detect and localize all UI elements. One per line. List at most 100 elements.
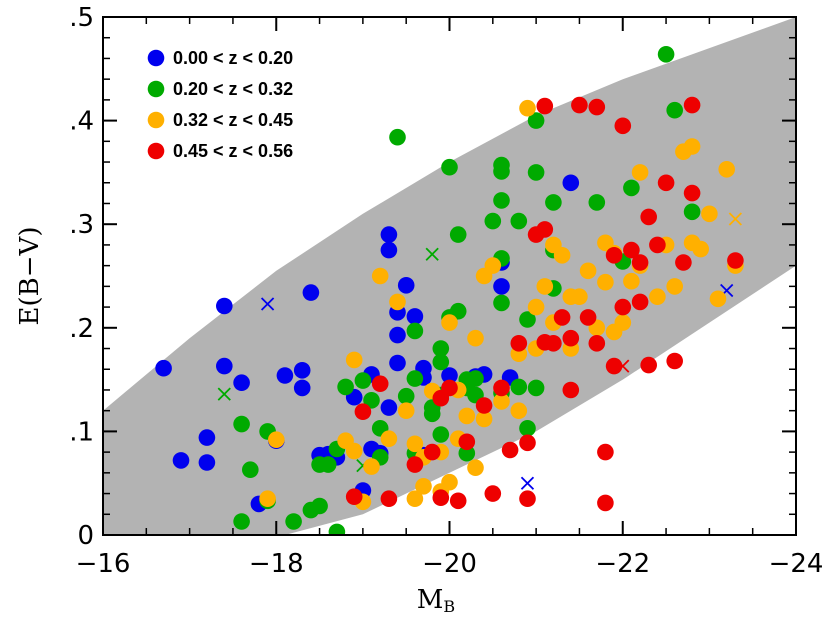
- data-point-series-2: [623, 179, 640, 197]
- y-tick-label: .5: [69, 3, 94, 33]
- data-point-series-2: [233, 513, 250, 530]
- data-point-series-4: [432, 489, 450, 507]
- data-point-series-1: [172, 452, 190, 469]
- data-point-series-2: [527, 379, 545, 397]
- data-point-series-3: [389, 293, 406, 311]
- x-axis-title: MB: [417, 585, 455, 616]
- data-point-series-2: [458, 444, 476, 462]
- data-point-series-3: [571, 288, 588, 306]
- data-point-series-4: [562, 381, 580, 399]
- data-point-series-2: [432, 353, 450, 371]
- data-point-series-2: [449, 226, 467, 243]
- data-point-series-2: [545, 194, 562, 211]
- data-point-series-1: [493, 278, 510, 295]
- data-point-series-1: [216, 357, 233, 375]
- data-point-series-4: [597, 494, 614, 512]
- data-point-series-3: [493, 393, 510, 410]
- data-point-series-2: [319, 456, 337, 473]
- data-point-series-4: [571, 96, 588, 114]
- data-point-series-3: [475, 410, 493, 428]
- data-point-series-4: [475, 397, 493, 414]
- shaded-band: [103, 17, 796, 535]
- data-point-series-3: [623, 272, 640, 290]
- data-point-series-3: [268, 431, 285, 449]
- data-point-series-4: [683, 96, 701, 114]
- data-point-series-2: [510, 212, 528, 230]
- data-point-series-3: [683, 138, 701, 155]
- data-point-series-4: [588, 98, 606, 116]
- x-tick-label: −16: [76, 549, 131, 579]
- legend-marker: [147, 111, 165, 129]
- data-point-series-3: [415, 478, 432, 495]
- data-point-series-4: [484, 485, 502, 502]
- data-point-series-4: [510, 335, 528, 352]
- data-point-series-4: [614, 117, 632, 135]
- data-point-series-3: [553, 247, 571, 264]
- data-point-series-1: [276, 367, 294, 384]
- data-point-series-3: [631, 164, 649, 181]
- data-point-series-1: [389, 326, 406, 344]
- data-point-series-2: [363, 392, 380, 409]
- legend-marker: [147, 49, 165, 67]
- data-point-series-2: [406, 322, 424, 340]
- data-point-series-3: [579, 262, 597, 280]
- data-point-series-1: [380, 226, 398, 243]
- data-point-series-4: [493, 379, 510, 397]
- data-point-series-4: [562, 329, 580, 347]
- legend-label: 0.00 < z < 0.20: [173, 48, 293, 68]
- data-point-series-4: [588, 335, 606, 352]
- data-point-series-4: [545, 335, 562, 352]
- data-point-series-2: [389, 128, 406, 146]
- data-point-series-3: [441, 314, 458, 331]
- data-point-series-4: [623, 241, 640, 259]
- data-point-series-2: [683, 203, 701, 221]
- x-tick-label: −24: [769, 549, 824, 579]
- data-point-series-2: [337, 378, 354, 396]
- data-point-series-2: [233, 415, 250, 433]
- legend-label: 0.45 < z < 0.56: [173, 141, 293, 161]
- data-point-series-2: [397, 387, 415, 405]
- data-point-series-2: [354, 372, 372, 389]
- data-point-series-4: [631, 254, 649, 271]
- data-point-series-4: [441, 379, 458, 397]
- data-point-series-2: [432, 426, 450, 443]
- data-point-series-3: [527, 298, 545, 316]
- data-point-series-3: [380, 430, 398, 448]
- data-point-series-1: [441, 367, 458, 384]
- data-point-series-4: [519, 434, 536, 452]
- x-axis-title-subscript: B: [443, 597, 455, 616]
- data-point-series-3: [467, 459, 484, 477]
- y-tick-label: .2: [69, 314, 94, 344]
- data-point-series-1: [389, 354, 406, 372]
- data-point-series-4: [449, 492, 467, 510]
- y-tick-label: .1: [69, 417, 94, 447]
- data-point-series-2: [519, 420, 536, 437]
- legend-marker: [147, 80, 165, 98]
- data-point-series-4: [345, 488, 363, 506]
- data-point-series-4: [649, 236, 666, 254]
- data-point-series-3: [406, 490, 424, 508]
- data-point-series-1: [155, 359, 172, 377]
- data-point-series-2: [423, 405, 441, 423]
- data-point-series-1: [302, 284, 320, 301]
- data-point-series-3: [718, 161, 735, 178]
- data-point-series-3: [709, 290, 727, 308]
- data-point-series-4: [354, 403, 372, 421]
- data-point-series-2: [449, 302, 467, 320]
- data-point-series-3: [259, 490, 276, 508]
- data-point-series-2: [432, 340, 450, 357]
- data-point-series-1: [380, 399, 398, 416]
- data-point-series-1: [562, 174, 580, 192]
- data-point-series-1: [198, 429, 216, 446]
- data-point-series-4: [536, 221, 554, 238]
- data-point-series-4: [519, 490, 536, 508]
- data-point-series-2: [493, 163, 510, 180]
- data-point-series-4: [675, 254, 692, 271]
- data-point-series-4: [657, 174, 675, 192]
- data-point-series-4: [536, 97, 554, 115]
- y-tick-label: .3: [69, 210, 94, 240]
- cross-marker-series-1: [520, 476, 535, 490]
- legend-label: 0.32 < z < 0.45: [173, 110, 293, 130]
- legend-label: 0.20 < z < 0.32: [173, 79, 293, 99]
